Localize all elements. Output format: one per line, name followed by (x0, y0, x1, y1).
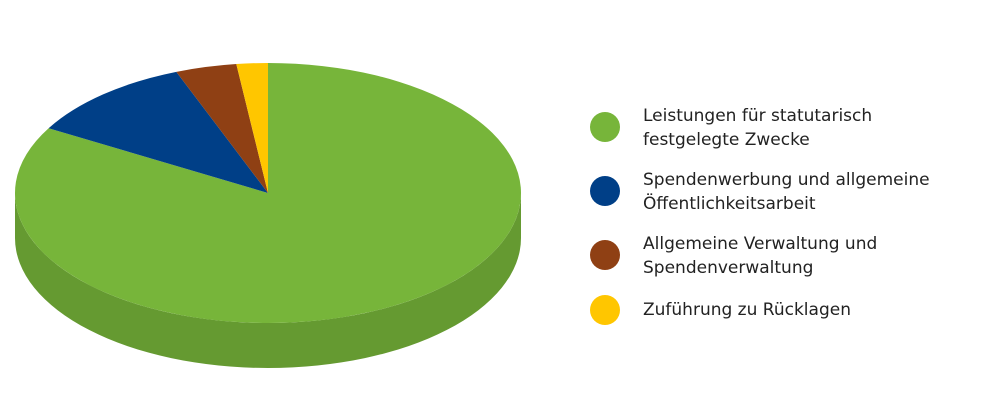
pie-slice-2 (176, 64, 268, 193)
legend-swatch (590, 295, 620, 325)
legend-label: Leistungen für statutarisch (643, 106, 873, 126)
pie-slice-3 (236, 63, 268, 193)
legend-item-fundraising: Spendenwerbung und allgemeine Öffentlichk… (590, 168, 990, 232)
legend-swatch (590, 240, 620, 270)
legend-item-administration: Allgemeine Verwaltung und Spendenverwaltu… (590, 232, 990, 296)
legend-item-reserves: Zuführung zu Rücklagen (590, 295, 990, 336)
legend-label: Öffentlichkeitsarbeit (643, 194, 816, 214)
legend-label: festgelegte Zwecke (643, 130, 810, 150)
legend-label: Allgemeine Verwaltung und (643, 234, 878, 254)
legend-label: Zuführung zu Rücklagen (643, 300, 851, 320)
legend-label: Spendenwerbung und allgemeine (643, 170, 930, 190)
legend-label: Spendenverwaltung (643, 258, 814, 278)
legend-item-statutory: Leistungen für statutarisch festgelegte Z… (590, 104, 990, 168)
pie-side-0 (15, 193, 521, 368)
pie-slice-0 (14, 63, 521, 324)
legend: Leistungen für statutarisch festgelegte Z… (590, 104, 990, 336)
pie-slice-1 (48, 71, 269, 193)
legend-swatch (590, 176, 620, 206)
legend-swatch (590, 112, 620, 142)
pie-chart (14, 63, 521, 368)
